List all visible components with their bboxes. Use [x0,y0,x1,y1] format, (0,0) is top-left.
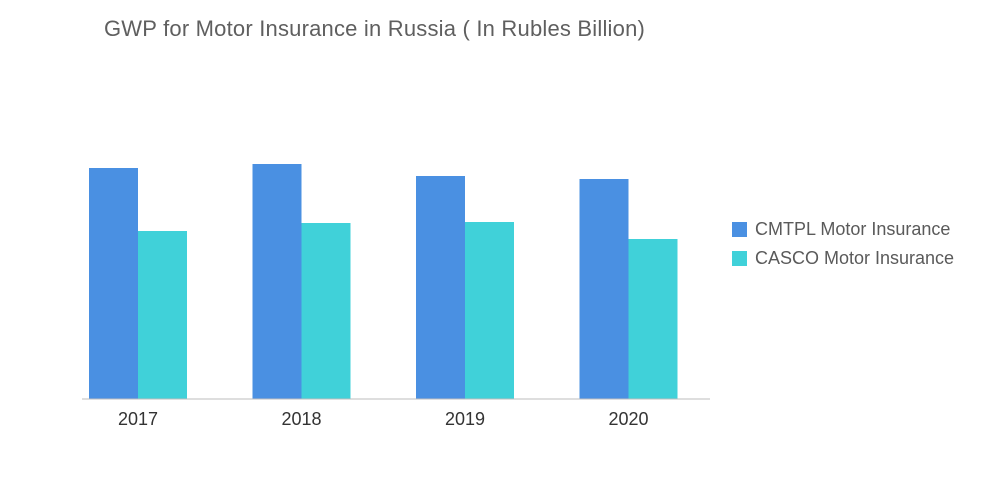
bar-casco-2019 [465,222,514,399]
legend-swatch-cmtpl [732,222,747,237]
bar-casco-2017 [138,231,187,399]
legend-item-casco: CASCO Motor Insurance [732,244,954,273]
bar-casco-2020 [628,239,678,399]
bar-casco-2018 [301,223,351,399]
bar-cmtpl-2020 [579,179,629,399]
x-tick-label-2018: 2018 [281,409,321,429]
bar-cmtpl-2017 [89,168,138,399]
bars-group [89,164,678,399]
legend-label-cmtpl: CMTPL Motor Insurance [755,219,951,239]
x-tick-label-2020: 2020 [608,409,648,429]
legend-item-cmtpl: CMTPL Motor Insurance [732,215,954,244]
chart-title: GWP for Motor Insurance in Russia ( In R… [104,16,646,41]
bar-cmtpl-2019 [416,176,465,399]
x-tick-label-2017: 2017 [118,409,158,429]
x-tick-labels: 2017 2018 2019 2020 [118,409,649,429]
x-tick-label-2019: 2019 [445,409,485,429]
legend: CMTPL Motor Insurance CASCO Motor Insura… [732,215,954,273]
legend-swatch-casco [732,251,747,266]
bar-cmtpl-2018 [252,164,302,399]
legend-label-casco: CASCO Motor Insurance [755,248,955,268]
